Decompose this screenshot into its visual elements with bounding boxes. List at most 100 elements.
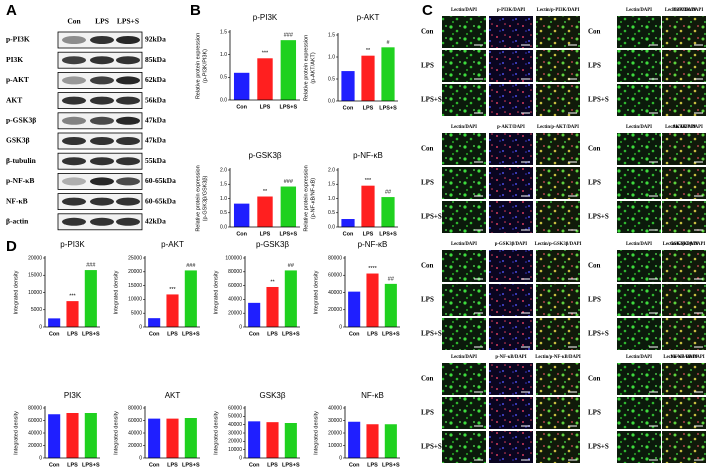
bar bbox=[66, 301, 79, 327]
x-tick-label: Con bbox=[149, 331, 160, 337]
bar bbox=[341, 219, 355, 227]
micrograph bbox=[536, 431, 580, 463]
significance: ** bbox=[263, 189, 268, 195]
y-tick-label: 60000 bbox=[328, 273, 342, 279]
micrograph bbox=[617, 397, 661, 429]
y-axis-label: Integrated density bbox=[213, 270, 219, 314]
x-tick-label: LPS bbox=[67, 462, 78, 468]
micrograph bbox=[617, 16, 661, 48]
row-label: LPS bbox=[421, 179, 434, 187]
x-tick-label: LPS+S bbox=[280, 231, 298, 237]
panel-label: C bbox=[422, 2, 433, 19]
protein-label: p-PI3K bbox=[6, 35, 30, 44]
row-label: LPS+S bbox=[421, 443, 442, 451]
lane-label: Con bbox=[67, 17, 81, 26]
significance: ### bbox=[186, 263, 196, 269]
y-tick-label: 20000 bbox=[328, 430, 342, 436]
chart-title: p-GSK3β bbox=[248, 151, 281, 160]
blot-band bbox=[62, 157, 86, 166]
stain-header: Lectin/DAPI bbox=[626, 8, 652, 13]
bar bbox=[366, 424, 379, 458]
micrograph bbox=[536, 201, 580, 233]
row-label: Con bbox=[421, 262, 434, 270]
y-tick-label: 50000 bbox=[228, 414, 242, 420]
y-tick-label: 80000 bbox=[128, 405, 142, 411]
bar bbox=[84, 270, 97, 327]
y-tick-label: 5000 bbox=[131, 311, 142, 317]
micrograph bbox=[617, 250, 661, 282]
row-label: LPS+S bbox=[421, 96, 442, 104]
significance: ### bbox=[284, 33, 294, 39]
y-tick-label: 80000 bbox=[228, 269, 242, 275]
y-tick-label: 100000 bbox=[225, 255, 242, 261]
micrograph bbox=[662, 397, 706, 429]
stain-header: Lectin/DAPI bbox=[626, 242, 652, 247]
y-tick-label: 10000 bbox=[28, 290, 42, 296]
y-tick-label: 0 bbox=[339, 324, 342, 330]
row-label: LPS+S bbox=[588, 443, 609, 451]
micrograph bbox=[442, 318, 486, 350]
micrograph bbox=[442, 250, 486, 282]
size-label: 62kDa bbox=[145, 75, 166, 84]
bar bbox=[166, 294, 179, 327]
bar bbox=[48, 318, 61, 327]
lane-label: LPS bbox=[95, 17, 109, 26]
stain-header: Lectin/DAPI bbox=[626, 355, 652, 360]
panel-label: D bbox=[6, 238, 17, 255]
y-tick-label: 1.5 bbox=[220, 182, 227, 188]
micrograph bbox=[489, 16, 533, 48]
bar bbox=[381, 197, 395, 227]
y-tick-label: 0 bbox=[339, 455, 342, 461]
micrograph bbox=[442, 397, 486, 429]
stain-header: Lectin/DAPI bbox=[451, 125, 477, 130]
blot-band bbox=[90, 96, 114, 105]
bar bbox=[233, 72, 250, 100]
micrograph bbox=[662, 167, 706, 199]
y-tick-label: 30000 bbox=[228, 430, 242, 436]
bar bbox=[184, 418, 197, 458]
size-label: 85kDa bbox=[145, 55, 166, 64]
significance: *** bbox=[69, 294, 76, 300]
micrograph bbox=[489, 363, 533, 395]
size-label: 55kDa bbox=[145, 156, 166, 165]
x-tick-label: Con bbox=[249, 462, 260, 468]
blot-band bbox=[116, 96, 140, 105]
row-label: Con bbox=[588, 262, 601, 270]
micrograph bbox=[442, 201, 486, 233]
stain-header: Lectin/DAPI bbox=[451, 242, 477, 247]
y-tick-label: 80000 bbox=[28, 405, 42, 411]
x-tick-label: LPS bbox=[260, 104, 271, 110]
micrograph bbox=[617, 84, 661, 116]
y-tick-label: 0 bbox=[239, 455, 242, 461]
bar bbox=[48, 414, 61, 458]
x-tick-label: LPS+S bbox=[282, 331, 300, 337]
y-tick-label: 40000 bbox=[228, 297, 242, 303]
x-tick-label: LPS bbox=[167, 462, 178, 468]
y-axis-label: Relative protein expression bbox=[195, 33, 201, 99]
micrograph bbox=[442, 363, 486, 395]
blot-band bbox=[62, 137, 86, 145]
micrograph bbox=[662, 50, 706, 82]
stain-header: Lectin/AKT/DAPI bbox=[665, 125, 703, 130]
row-label: Con bbox=[588, 28, 601, 36]
y-tick-label: 1.5 bbox=[328, 182, 335, 188]
chart-title: PI3K bbox=[64, 391, 82, 400]
micrograph bbox=[617, 50, 661, 82]
micrograph bbox=[489, 133, 533, 165]
y-tick-label: 20000 bbox=[28, 443, 42, 449]
blot-band bbox=[62, 56, 86, 65]
significance: ** bbox=[366, 48, 371, 54]
chart-title: AKT bbox=[165, 391, 181, 400]
y-tick-label: 0 bbox=[139, 324, 142, 330]
x-tick-label: LPS+S bbox=[379, 105, 397, 111]
micrograph bbox=[617, 167, 661, 199]
bar bbox=[166, 418, 179, 458]
y-tick-label: 10000 bbox=[328, 443, 342, 449]
y-axis-label: (p-GSK3β/GSK3β) bbox=[202, 175, 208, 221]
blot-band bbox=[62, 177, 86, 186]
y-tick-label: 25000 bbox=[128, 255, 142, 261]
micrograph bbox=[662, 363, 706, 395]
micrograph bbox=[536, 250, 580, 282]
